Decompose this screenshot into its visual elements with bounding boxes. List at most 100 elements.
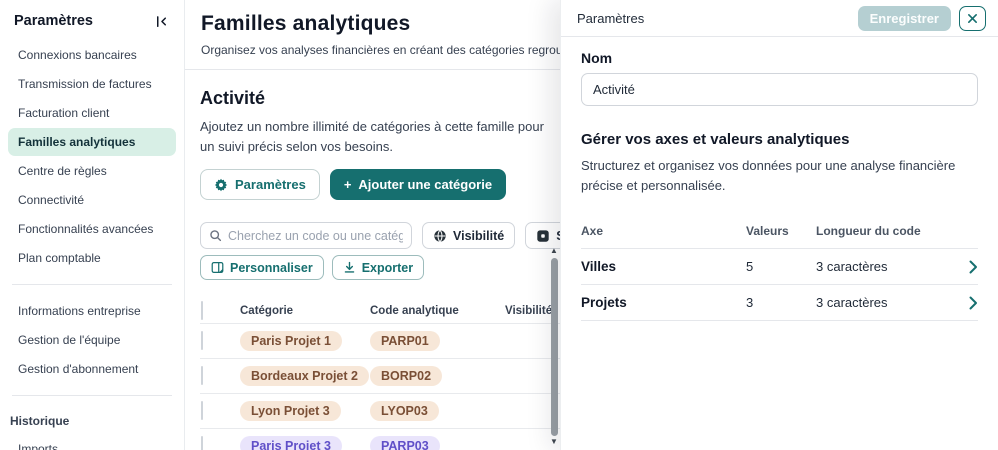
drawer-actions: Enregistrer bbox=[857, 5, 986, 31]
column-header-code: Code analytique bbox=[370, 304, 459, 317]
name-field[interactable] bbox=[581, 73, 978, 106]
axe-values-count: 3 bbox=[746, 295, 754, 311]
sidebar-item-informations-entreprise[interactable]: Informations entreprise bbox=[18, 304, 141, 318]
family-settings-label: Paramètres bbox=[235, 177, 306, 192]
sidebar-title: Paramètres bbox=[14, 13, 93, 29]
status-icon bbox=[536, 229, 550, 243]
category-chip: Bordeaux Projet 2 bbox=[240, 366, 369, 386]
family-title: Activité bbox=[200, 88, 266, 108]
family-description: Ajoutez un nombre illimité de catégories… bbox=[200, 119, 544, 154]
chevron-right-icon[interactable] bbox=[958, 260, 978, 274]
drawer-body: Nom Gérer vos axes et valeurs analytique… bbox=[561, 37, 998, 322]
settings-drawer: Paramètres Enregistrer Nom Gérer vos axe… bbox=[560, 0, 998, 450]
category-chip: Lyon Projet 3 bbox=[240, 401, 341, 421]
axe-code-length: 3 caractères bbox=[816, 295, 888, 311]
axes-row-projets[interactable]: Projets 3 3 caractères bbox=[581, 285, 978, 322]
axe-code-length: 3 caractères bbox=[816, 259, 888, 275]
save-button[interactable]: Enregistrer bbox=[857, 5, 951, 31]
family-card: Activité Ajoutez un nombre illimité de c… bbox=[185, 70, 998, 450]
search-box[interactable] bbox=[200, 222, 412, 249]
table-row[interactable]: Paris Projet 1 PARP01 bbox=[200, 324, 760, 359]
sidebar-divider bbox=[12, 395, 172, 396]
customize-icon bbox=[211, 261, 224, 274]
axe-name: Projets bbox=[581, 295, 627, 311]
select-all-checkbox[interactable] bbox=[201, 300, 203, 320]
row-checkbox[interactable] bbox=[201, 366, 203, 385]
sidebar-item-fonctionnalites-avancees[interactable]: Fonctionnalités avancées bbox=[18, 222, 154, 236]
table-row[interactable]: Lyon Projet 3 LYOP03 bbox=[200, 394, 760, 429]
sidebar-item-gestion-abonnement[interactable]: Gestion d'abonnement bbox=[18, 362, 139, 376]
axes-header-longueur: Longueur du code bbox=[816, 224, 921, 239]
sidebar-item-plan-comptable[interactable]: Plan comptable bbox=[18, 251, 101, 265]
axe-values-count: 5 bbox=[746, 259, 754, 275]
category-chip: Paris Projet 1 bbox=[240, 331, 342, 351]
sidebar-item-imports[interactable]: Imports bbox=[18, 442, 59, 450]
sidebar-item-connexions-bancaires[interactable]: Connexions bancaires bbox=[18, 48, 137, 62]
axe-name: Villes bbox=[581, 259, 617, 275]
code-chip: LYOP03 bbox=[370, 401, 439, 421]
axes-row-villes[interactable]: Villes 5 3 caractères bbox=[581, 249, 978, 286]
axes-section-description: Structurez et organisez vos données pour… bbox=[581, 158, 956, 194]
row-checkbox[interactable] bbox=[201, 331, 203, 350]
search-icon bbox=[209, 229, 222, 242]
scroll-up-icon[interactable]: ▲ bbox=[550, 246, 558, 255]
page-subtitle-text: Organisez vos analyses financières en cr… bbox=[201, 43, 651, 57]
table-row[interactable]: Paris Projet 3 PARP03 bbox=[200, 429, 760, 450]
add-category-label: Ajouter une catégorie bbox=[358, 177, 493, 192]
axes-section-title: Gérer vos axes et valeurs analytiques bbox=[581, 131, 850, 148]
categories-table-header: Catégorie Code analytique Visibilité bbox=[200, 298, 760, 324]
family-actions: Paramètres + Ajouter une catégorie bbox=[200, 169, 983, 200]
export-label: Exporter bbox=[361, 260, 414, 275]
visibility-filter-button[interactable]: Visibilité bbox=[422, 222, 516, 249]
sidebar-item-connectivite[interactable]: Connectivité bbox=[18, 193, 85, 207]
categories-table: Catégorie Code analytique Visibilité Par… bbox=[200, 298, 760, 450]
download-icon bbox=[343, 261, 356, 274]
sidebar-item-transmission-factures[interactable]: Transmission de factures bbox=[18, 77, 152, 91]
family-settings-button[interactable]: Paramètres bbox=[200, 169, 320, 200]
export-button[interactable]: Exporter bbox=[331, 255, 425, 280]
sidebar-section-historique: Historique bbox=[10, 414, 70, 428]
name-label: Nom bbox=[581, 50, 613, 66]
column-header-visibility: Visibilité bbox=[505, 304, 553, 317]
drawer-title: Paramètres bbox=[577, 10, 645, 26]
close-button[interactable] bbox=[959, 5, 986, 31]
customize-label: Personnaliser bbox=[230, 260, 313, 275]
plus-icon: + bbox=[343, 177, 352, 192]
sidebar-item-familles-analytiques[interactable]: Familles analytiques bbox=[8, 128, 176, 156]
sidebar-header: Paramètres bbox=[8, 10, 176, 40]
add-category-button[interactable]: + Ajouter une catégorie bbox=[329, 169, 507, 200]
code-chip: BORP02 bbox=[370, 366, 443, 386]
gear-icon bbox=[214, 178, 228, 192]
settings-sidebar: Paramètres Connexions bancaires Transmis… bbox=[0, 0, 185, 450]
column-header-category: Catégorie bbox=[240, 304, 294, 317]
page-title: Familles analytiques bbox=[201, 12, 411, 35]
axes-header-axe: Axe bbox=[581, 224, 604, 239]
code-chip: PARP01 bbox=[370, 331, 440, 351]
row-checkbox[interactable] bbox=[201, 401, 203, 420]
search-input[interactable] bbox=[228, 228, 403, 243]
secondary-actions-row: Personnaliser Exporter bbox=[200, 255, 983, 280]
table-row[interactable]: Bordeaux Projet 2 BORP02 bbox=[200, 359, 760, 394]
drawer-header: Paramètres Enregistrer bbox=[561, 0, 998, 37]
row-checkbox[interactable] bbox=[201, 436, 203, 450]
sidebar-divider bbox=[12, 284, 172, 285]
scroll-down-icon[interactable]: ▼ bbox=[550, 437, 558, 446]
code-chip: PARP03 bbox=[370, 436, 440, 450]
collapse-sidebar-icon[interactable] bbox=[152, 12, 170, 30]
axes-header-valeurs: Valeurs bbox=[746, 224, 789, 239]
sidebar-item-gestion-equipe[interactable]: Gestion de l'équipe bbox=[18, 333, 121, 347]
sidebar-item-facturation-client[interactable]: Facturation client bbox=[18, 106, 110, 120]
visibility-icon bbox=[433, 229, 447, 243]
table-scrollbar[interactable]: ▲ ▼ bbox=[549, 247, 559, 447]
scrollbar-thumb[interactable] bbox=[550, 258, 558, 436]
main-content: Familles analytiques Organisez vos analy… bbox=[185, 0, 998, 450]
category-chip: Paris Projet 3 bbox=[240, 436, 342, 450]
close-icon bbox=[967, 13, 978, 24]
chevron-right-icon[interactable] bbox=[958, 296, 978, 310]
sidebar-item-centre-de-regles[interactable]: Centre de règles bbox=[18, 164, 107, 178]
customize-button[interactable]: Personnaliser bbox=[200, 255, 324, 280]
axes-table: Axe Valeurs Longueur du code Villes 5 3 … bbox=[581, 216, 978, 322]
visibility-filter-label: Visibilité bbox=[453, 228, 505, 243]
axes-table-header: Axe Valeurs Longueur du code bbox=[581, 216, 978, 250]
